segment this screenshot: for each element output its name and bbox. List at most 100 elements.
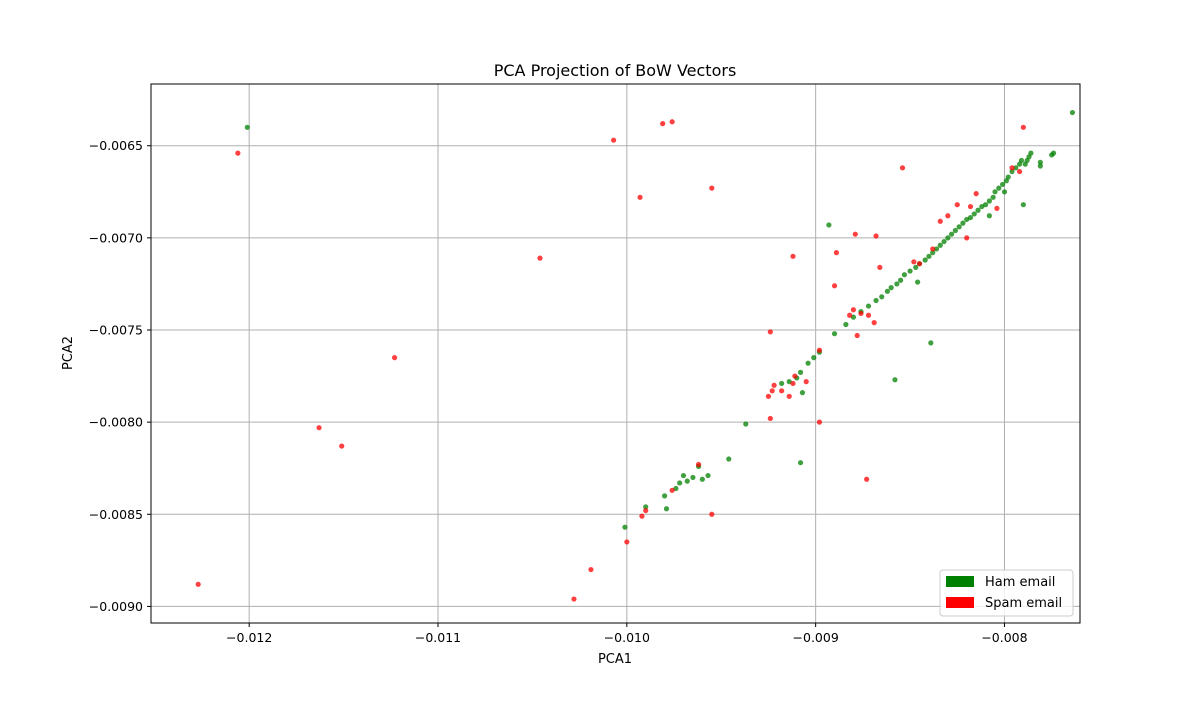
spam-point — [537, 255, 543, 261]
ham-point — [705, 472, 711, 479]
ham-point — [945, 235, 951, 241]
x-tick-label: −0.012 — [226, 630, 272, 645]
spam-point — [954, 202, 960, 208]
ham-point — [811, 355, 817, 361]
ham-point — [743, 421, 749, 427]
ham-point — [937, 242, 943, 248]
spam-point — [669, 487, 675, 493]
ham-point — [894, 281, 900, 287]
plot-frame — [150, 83, 1081, 624]
ham-point — [690, 474, 696, 481]
spam-point — [967, 203, 974, 210]
spam-point — [854, 332, 860, 339]
spam-point — [709, 185, 715, 191]
spam-point — [816, 419, 823, 425]
y-tick-label: −0.0090 — [89, 599, 143, 614]
spam-point — [1020, 124, 1026, 130]
data-points — [195, 109, 1076, 602]
spam-point — [695, 461, 702, 468]
spam-point — [792, 373, 798, 379]
ham-point — [922, 257, 928, 263]
spam-point — [973, 191, 979, 197]
ham-point — [1001, 189, 1008, 195]
spam-point — [964, 235, 970, 241]
ham-point — [873, 297, 879, 304]
legend-swatch-ham — [946, 576, 974, 587]
spam-point — [195, 581, 201, 587]
spam-point — [831, 283, 838, 289]
spam-point — [769, 388, 775, 394]
ham-point — [898, 277, 904, 283]
spam-point — [847, 312, 853, 318]
ham-point — [999, 181, 1006, 188]
ham-point — [960, 220, 966, 226]
spam-point — [391, 355, 398, 361]
ham-point — [971, 211, 977, 217]
ham-point — [979, 203, 985, 210]
spam-point — [643, 507, 649, 514]
grid — [151, 84, 1080, 623]
spam-point — [669, 119, 675, 125]
x-tick-label: −0.010 — [604, 630, 650, 645]
ham-point — [622, 524, 628, 530]
spam-point — [611, 137, 617, 143]
ham-point — [797, 369, 804, 375]
x-tick-label: −0.011 — [415, 630, 461, 645]
spam-point — [767, 415, 773, 422]
spam-point — [790, 253, 796, 259]
spam-point — [790, 380, 796, 387]
spam-point — [877, 264, 883, 270]
x-tick-label: −0.009 — [793, 630, 839, 645]
ham-point — [992, 189, 998, 195]
ham-point — [831, 331, 838, 337]
ham-point — [913, 264, 919, 270]
ham-point — [926, 253, 932, 259]
ham-point — [986, 198, 992, 204]
spam-points — [195, 119, 1026, 602]
ham-point — [986, 213, 992, 219]
spam-point — [639, 513, 645, 519]
ham-point — [805, 360, 811, 366]
ham-point — [933, 246, 940, 252]
spam-point — [624, 539, 630, 545]
ham-point — [826, 222, 832, 228]
ham-point — [956, 224, 962, 230]
spam-point — [945, 213, 951, 219]
ham-point — [843, 321, 849, 328]
y-axis-label: PCA2 — [61, 336, 76, 370]
ham-point — [949, 231, 955, 237]
y-tick-label: −0.0075 — [89, 323, 143, 338]
ham-point — [244, 124, 250, 130]
ham-point — [888, 285, 894, 291]
spam-point — [339, 443, 345, 449]
ham-point — [799, 390, 806, 396]
axis-ticks: −0.012 −0.011 −0.010 −0.009 −0.008 −0.0090 −0.… — [89, 138, 1028, 645]
spam-point — [235, 150, 241, 156]
ham-point — [975, 207, 981, 213]
ham-point — [661, 493, 668, 499]
spam-point — [930, 246, 936, 252]
ham-point — [1016, 161, 1023, 167]
ham-point — [879, 294, 885, 300]
y-tick-label: −0.0065 — [89, 138, 143, 153]
spam-point — [937, 218, 943, 224]
ham-point — [952, 227, 958, 234]
spam-point — [588, 566, 594, 573]
spam-point — [833, 250, 840, 256]
spam-point — [709, 511, 715, 517]
spam-point — [786, 393, 792, 399]
spam-point — [858, 310, 864, 317]
legend-swatch-spam — [946, 597, 974, 608]
ham-point — [996, 185, 1002, 191]
spam-point — [864, 476, 870, 482]
spam-point — [637, 194, 643, 200]
ham-point — [1022, 161, 1028, 167]
ham-points — [244, 109, 1076, 530]
ham-point — [930, 250, 936, 256]
y-tick-label: −0.0085 — [89, 507, 143, 522]
spam-point — [316, 425, 322, 431]
ham-point — [1003, 178, 1009, 184]
x-axis-label: PCA1 — [598, 652, 632, 667]
